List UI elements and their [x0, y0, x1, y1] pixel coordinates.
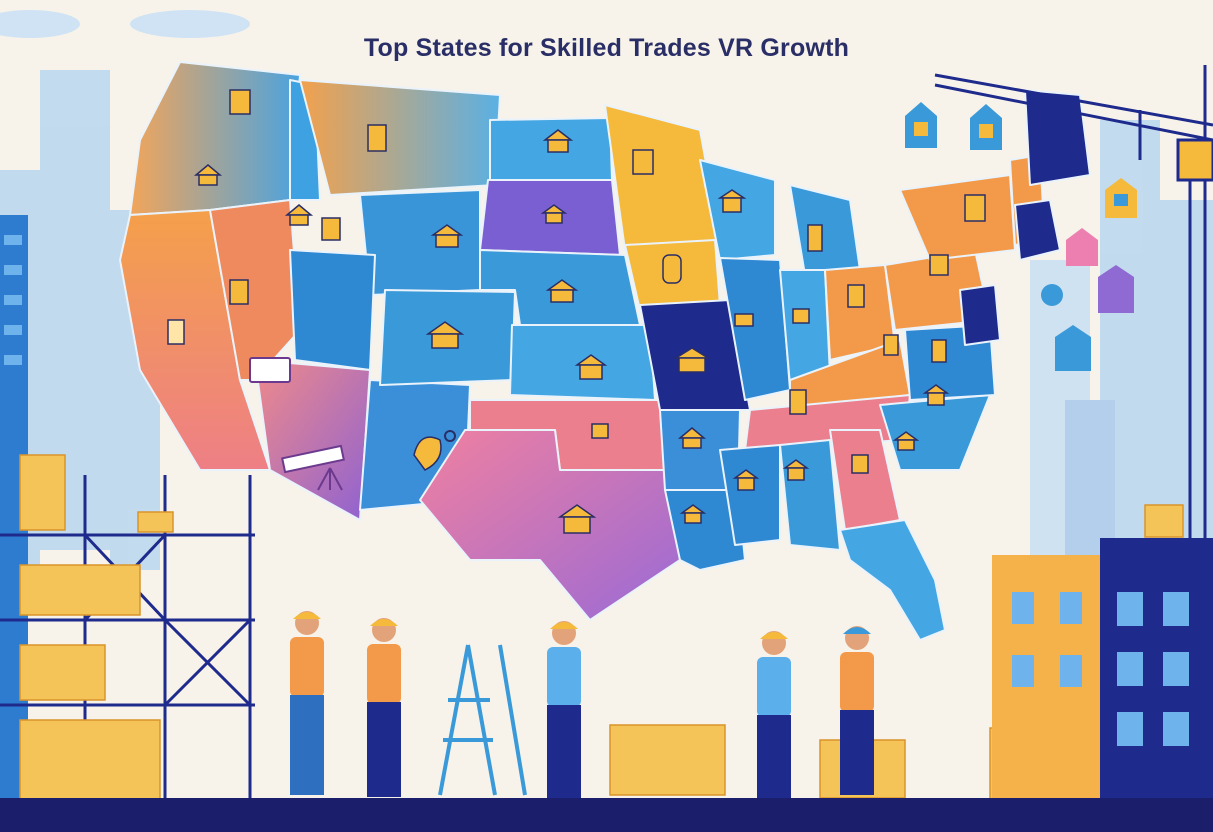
wrench-icon [413, 430, 456, 471]
us-map [119, 61, 1091, 641]
clouds [0, 10, 250, 38]
floating-house-icons [905, 102, 1137, 371]
worker [547, 621, 581, 800]
telescope-icon [281, 444, 345, 491]
worker [367, 618, 401, 797]
ladder [438, 644, 527, 796]
worker [840, 626, 874, 795]
scaffolding [0, 475, 255, 800]
page-title: Top States for Skilled Trades VR Growth [363, 34, 850, 62]
map-house-icons [167, 89, 986, 534]
worker [757, 631, 791, 800]
workers [290, 611, 874, 800]
ground [0, 798, 1213, 832]
cart-icon [249, 357, 291, 383]
worker [290, 611, 324, 795]
buildings [992, 538, 1213, 808]
